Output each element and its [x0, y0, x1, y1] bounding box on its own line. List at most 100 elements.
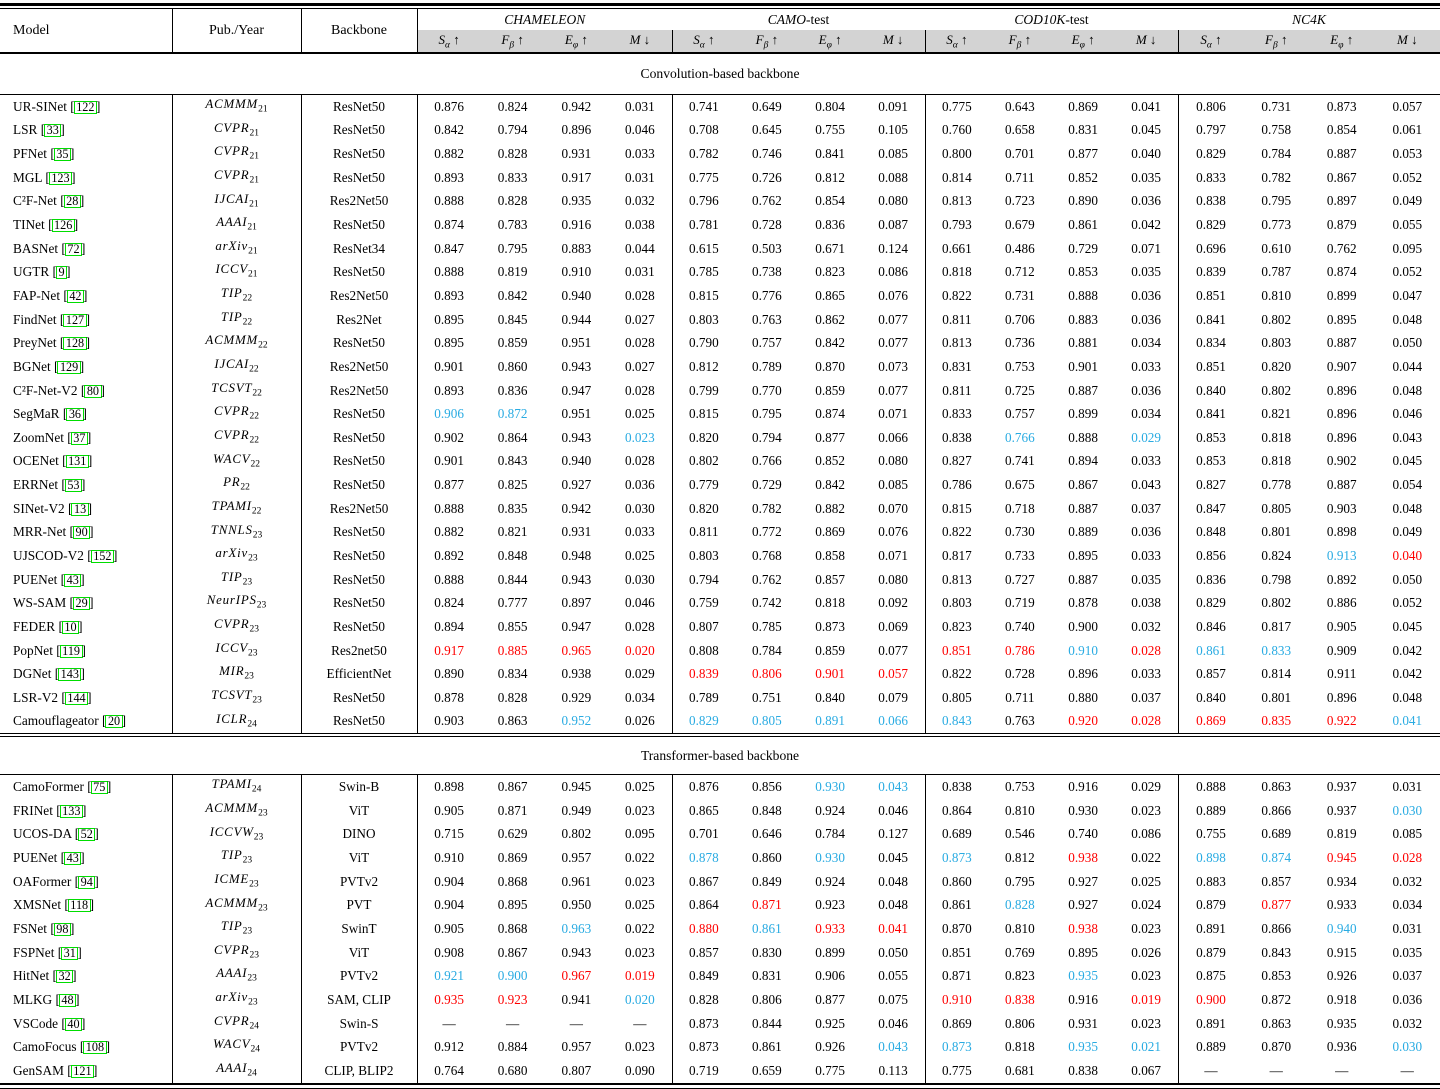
metric-value-cell: 0.029 — [1131, 429, 1161, 445]
metric-value-cell: 0.890 — [416, 662, 481, 687]
citation-ref[interactable]: 28 — [63, 195, 81, 209]
metric-value-cell: 0.861 — [752, 1039, 782, 1055]
metric-value-cell: 0.823 — [1005, 968, 1035, 984]
metric-value-cell: 0.023 — [625, 429, 655, 445]
citation-ref[interactable]: 75 — [90, 781, 108, 795]
citation-ref[interactable]: 131 — [65, 455, 89, 469]
metric-value-cell: 0.933 — [815, 920, 845, 936]
metric-value-cell: 0.895 — [1326, 311, 1357, 327]
venue-year: 23 — [249, 879, 259, 890]
citation-ref[interactable]: 42 — [66, 290, 84, 303]
citation-ref[interactable]: 31 — [61, 946, 79, 960]
model-cell: MGL [123] — [13, 169, 76, 185]
citation-ref[interactable]: 143 — [58, 668, 82, 682]
metric-value-cell: 0.775 — [924, 1058, 989, 1085]
citation-ref[interactable]: 43 — [64, 852, 82, 866]
metric-value-cell: 0.883 — [561, 240, 592, 256]
metric-value-cell: 0.843 — [924, 709, 989, 736]
metric-arrow: ↑ — [708, 31, 715, 47]
citation-ref[interactable]: 90 — [72, 526, 91, 540]
citation-ref[interactable]: 123 — [48, 172, 73, 185]
citation-ref[interactable]: 144 — [64, 692, 89, 705]
table-row: Camouflageator [20] ICLR24 ResNet50 0.903 0.… — [0, 709, 1440, 736]
metric-value-cell: 0.836 — [815, 217, 845, 233]
venue-year: 21 — [248, 246, 258, 257]
citation-ref[interactable]: 43 — [64, 574, 82, 587]
metric-value-cell: 0.857 — [1261, 873, 1292, 889]
venue-year: 23 — [258, 808, 268, 819]
metric-value-cell: 0.028 — [1131, 642, 1161, 658]
citation-ref[interactable]: 35 — [53, 148, 71, 162]
metric-header-e: Eφ ↑ — [1309, 30, 1375, 54]
citation-ref[interactable]: 53 — [64, 479, 83, 493]
citation-ref[interactable]: 128 — [63, 337, 87, 351]
metric-value-cell: 0.757 — [752, 335, 782, 351]
table-row: SegMaR [36] CVPR22 ResNet50 0.906 0.872 0.951… — [0, 402, 1440, 426]
table-row: WS-SAM [29] NeurIPS23 ResNet50 0.824 0.777 0.… — [0, 591, 1440, 616]
citation-ref[interactable]: 152 — [90, 550, 114, 563]
citation-ref[interactable]: 126 — [51, 219, 75, 233]
venue-year: 23 — [248, 648, 258, 659]
citation-ref[interactable]: 48 — [58, 994, 77, 1007]
citation-ref[interactable]: 121 — [70, 1065, 95, 1078]
metric-value-cell: 0.930 — [815, 779, 845, 795]
citation-ref[interactable]: 9 — [55, 266, 68, 280]
metric-value-cell: 0.877 — [815, 991, 845, 1007]
model-cell: VSCode [40] — [13, 1015, 86, 1031]
model-name: PUENet — [13, 850, 58, 866]
metric-value-cell: 0.827 — [924, 449, 989, 474]
metric-value-cell: 0.885 — [497, 642, 528, 658]
metric-value-cell: 0.848 — [497, 547, 528, 563]
pub-year-cell: CVPR22 — [171, 425, 301, 450]
pub-year-cell: PR22 — [171, 473, 301, 497]
citation-ref[interactable]: 36 — [66, 408, 84, 422]
citation-ref[interactable]: 13 — [71, 503, 89, 516]
citation-ref[interactable]: 80 — [84, 384, 102, 398]
citation-ref[interactable]: 119 — [59, 644, 83, 658]
metric-value-cell: 0.679 — [1005, 217, 1035, 233]
metric-value-cell: 0.046 — [878, 802, 908, 818]
metric-value-cell: 0.842 — [815, 477, 845, 493]
metric-arrow: ↑ — [581, 31, 588, 47]
model-name: DGNet — [13, 666, 52, 682]
metric-value-cell: 0.789 — [671, 686, 736, 710]
citation-ref[interactable]: 37 — [70, 432, 88, 445]
citation-ref[interactable]: 127 — [63, 313, 87, 327]
metric-value-cell: 0.036 — [1392, 991, 1423, 1007]
venue-year: 23 — [248, 997, 258, 1008]
metric-value-cell: 0.070 — [878, 500, 908, 516]
citation-ref[interactable]: 108 — [83, 1041, 107, 1055]
citation-ref[interactable]: 129 — [57, 361, 81, 374]
citation-ref[interactable]: 32 — [55, 970, 74, 984]
metric-value-cell: 0.889 — [1177, 1035, 1244, 1059]
metric-value-cell: 0.778 — [1261, 477, 1292, 493]
model-cell: PUENet [43] — [13, 571, 85, 587]
metric-value-cell: 0.943 — [561, 571, 592, 587]
citation-ref[interactable]: 98 — [53, 923, 71, 936]
metric-header-f: Fβ ↑ — [480, 30, 545, 54]
citation-ref[interactable]: 20 — [105, 715, 123, 729]
citation-ref[interactable]: 33 — [44, 124, 62, 138]
citation-ref[interactable]: 133 — [59, 805, 83, 818]
venue-name: arXiv — [215, 238, 249, 253]
metric-value-cell: 0.898 — [1177, 846, 1244, 870]
citation-ref[interactable]: 94 — [78, 876, 96, 889]
metric-value-cell: 0.896 — [1326, 406, 1357, 422]
pub-year-cell: WACV24 — [171, 1035, 301, 1059]
metric-value-cell: 0.723 — [1005, 193, 1035, 209]
citation-ref[interactable]: 72 — [64, 243, 83, 256]
metric-value-cell: 0.828 — [1005, 897, 1035, 913]
metric-value-cell: 0.818 — [1261, 429, 1292, 445]
citation-ref[interactable]: 40 — [64, 1017, 83, 1031]
metric-value-cell: 0.833 — [924, 402, 989, 426]
citation-ref[interactable]: 122 — [73, 101, 97, 114]
citation-ref[interactable]: 52 — [78, 828, 96, 842]
metric-value-cell: 0.887 — [1326, 477, 1357, 493]
metric-value-cell: 0.661 — [924, 236, 989, 261]
section-band: Convolution-based backbone — [0, 53, 1440, 95]
citation-ref[interactable]: 29 — [72, 597, 91, 611]
citation-ref[interactable]: 118 — [67, 899, 91, 913]
citation-ref[interactable]: 10 — [61, 621, 80, 634]
metric-value-cell: 0.849 — [752, 873, 782, 889]
metric-value-cell: 0.822 — [924, 284, 989, 308]
